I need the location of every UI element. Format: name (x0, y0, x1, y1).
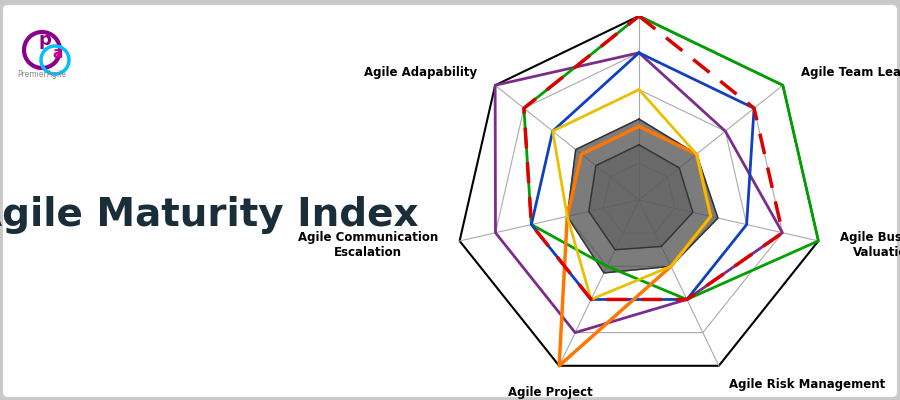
Polygon shape (567, 119, 718, 273)
Text: Agile Business
Valuations: Agile Business Valuations (840, 232, 900, 260)
Text: Agile Risk Management: Agile Risk Management (730, 378, 886, 390)
FancyBboxPatch shape (2, 4, 898, 398)
Polygon shape (589, 145, 693, 250)
Text: a: a (52, 46, 62, 61)
Text: Agile Team Leadership: Agile Team Leadership (800, 66, 900, 79)
Text: Agile Project: Agile Project (508, 386, 593, 399)
Text: p: p (38, 31, 51, 49)
Text: Agile Maturity Index: Agile Maturity Index (0, 196, 418, 234)
Text: Agile Communication
Escalation: Agile Communication Escalation (298, 232, 438, 260)
Text: Agile Adapability: Agile Adapability (364, 66, 478, 79)
Text: PremierAgile: PremierAgile (17, 70, 67, 79)
